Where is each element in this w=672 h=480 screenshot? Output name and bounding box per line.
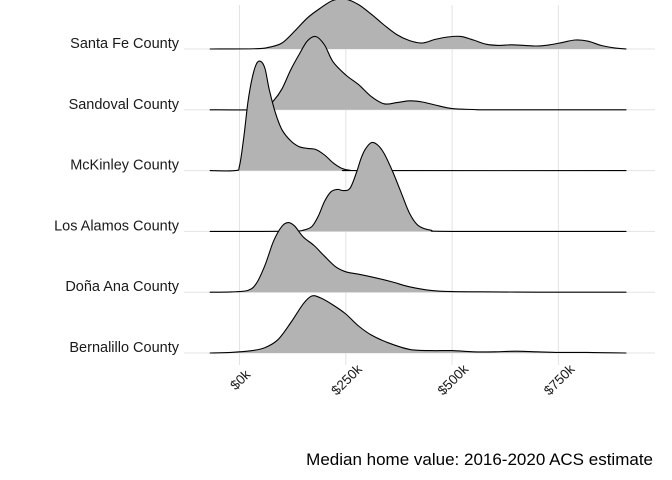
y-axis-labels: Bernalillo County Doña Ana County Los Alam… bbox=[54, 36, 180, 356]
ridge-mckinley-county bbox=[209, 60, 627, 172]
ridge-area bbox=[209, 222, 627, 293]
ridge-bernalillo-county bbox=[209, 295, 627, 354]
ridge-do-a-ana-county bbox=[209, 222, 627, 293]
x-tick-label-1: $250k bbox=[328, 361, 365, 398]
ridges bbox=[209, 0, 627, 354]
ridge-santa-fe-county bbox=[209, 0, 627, 50]
vertical-gridlines bbox=[239, 5, 559, 365]
ridge-outline bbox=[209, 141, 627, 233]
x-axis-tick-labels: $0k $250k $500k $750k bbox=[227, 361, 577, 398]
ridge-outline bbox=[209, 295, 627, 354]
ridge-area bbox=[209, 295, 627, 353]
x-axis-title: Median home value: 2016-2020 ACS estimat… bbox=[306, 450, 653, 469]
y-label-2: Los Alamos County bbox=[54, 218, 180, 234]
x-tick-label-3: $750k bbox=[541, 361, 578, 398]
y-label-0: Bernalillo County bbox=[69, 340, 179, 356]
y-label-1: Doña Ana County bbox=[65, 279, 179, 295]
ridge-outline bbox=[209, 60, 627, 172]
y-label-4: Sandoval County bbox=[69, 97, 180, 113]
y-label-3: McKinley County bbox=[70, 158, 180, 174]
y-label-5: Santa Fe County bbox=[70, 36, 180, 52]
x-tick-label-0: $0k bbox=[227, 367, 253, 393]
x-tick-label-2: $500k bbox=[435, 361, 472, 398]
ridge-los-alamos-county bbox=[209, 141, 627, 233]
ridge-outline bbox=[209, 35, 627, 111]
ridge-outline bbox=[209, 0, 627, 50]
ridge-outline bbox=[209, 222, 627, 293]
ridge-sandoval-county bbox=[209, 35, 627, 111]
ridge-area bbox=[209, 36, 627, 110]
ridge-area bbox=[209, 61, 627, 171]
